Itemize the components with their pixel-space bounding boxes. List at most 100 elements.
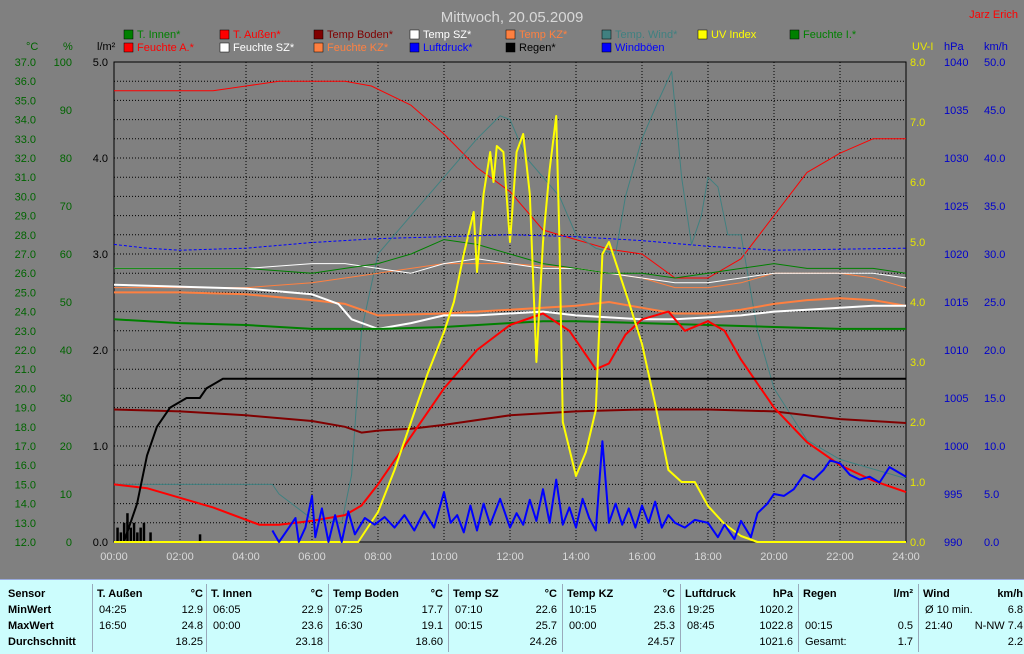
stats-avg-label: Gesamt: (805, 636, 847, 648)
legend-label: Temp SZ* (423, 29, 472, 41)
rain-bar (119, 532, 123, 542)
stats-row-max: MaxWert (8, 620, 54, 632)
x-tick-label: 18:00 (694, 551, 722, 563)
x-tick-label: 12:00 (496, 551, 524, 563)
tick-label-temp: 12.0 (15, 537, 36, 549)
legend-swatch (123, 29, 134, 40)
grid (113, 61, 907, 543)
legend-swatch (313, 42, 324, 53)
tick-label-hum: 60 (60, 249, 72, 261)
series-line (113, 283, 906, 330)
stats-col-unit: °C (662, 588, 675, 600)
tick-label-wind: 10.0 (984, 441, 1005, 453)
stats-max-value: 0.5 (897, 620, 913, 632)
tick-label-rain: 1.0 (93, 441, 108, 453)
rain-bar (142, 522, 146, 542)
tick-label-uv: 4.0 (910, 297, 925, 309)
legend-label: Temp. Wind* (615, 29, 678, 41)
stats-max-time: 08:45 (687, 620, 715, 632)
tick-label-temp: 22.0 (15, 345, 36, 357)
tick-label-hum: 0 (66, 537, 72, 549)
stats-col-unit: l/m² (893, 588, 913, 600)
tick-label-temp: 21.0 (15, 364, 36, 376)
tick-label-rain: 5.0 (93, 57, 108, 69)
rain-bar (139, 527, 142, 542)
legend-label: T. Außen* (233, 29, 281, 41)
tick-label-uv: 6.0 (910, 177, 925, 189)
rain-bar (129, 527, 132, 542)
stats-avg-value: 18.60 (415, 636, 443, 648)
tick-label-temp: 13.0 (15, 518, 36, 530)
stats-max-time: 00:00 (569, 620, 597, 632)
axis-unit-wind: km/h (984, 41, 1008, 53)
legend-item: Temp Boden* (313, 29, 394, 41)
tick-label-temp: 23.0 (15, 326, 36, 338)
legend-label: Feuchte A.* (137, 42, 195, 54)
tick-label-rain: 2.0 (93, 345, 108, 357)
stats-max-value: N-NW 7.4 (974, 620, 1023, 632)
stats-col-unit: °C (544, 588, 557, 600)
tick-label-temp: 34.0 (15, 115, 36, 127)
tick-label-hum: 10 (60, 489, 72, 501)
tick-label-hum: 30 (60, 393, 72, 405)
tick-label-wind: 15.0 (984, 393, 1005, 405)
legend-label: Luftdruck* (423, 42, 473, 54)
tick-label-press: 1005 (944, 393, 968, 405)
stats-col-unit: °C (190, 588, 203, 600)
legend-item: UV Index (697, 29, 757, 41)
legend-swatch (601, 29, 612, 40)
tick-label-hum: 20 (60, 441, 72, 453)
rain-bar (116, 527, 119, 542)
legend-item: Feuchte KZ* (313, 42, 389, 54)
series-line (113, 310, 907, 526)
legend-label: Regen* (519, 42, 556, 54)
stats-max-value: 23.6 (301, 620, 323, 632)
x-tick-label: 08:00 (364, 551, 392, 563)
stats-avg-value: 23.18 (295, 636, 323, 648)
tick-label-rain: 4.0 (93, 153, 108, 165)
tick-label-uv: 8.0 (910, 57, 925, 69)
tick-label-press: 1030 (944, 153, 968, 165)
tick-label-wind: 0.0 (984, 537, 999, 549)
legend-label: Feuchte KZ* (327, 42, 389, 54)
series-line (113, 234, 907, 251)
tick-label-wind: 25.0 (984, 297, 1005, 309)
stats-column: Temp Boden °C 07:25 17.7 16:30 19.1 18.60 (328, 584, 445, 652)
tick-label-temp: 27.0 (15, 249, 36, 261)
stats-max-time: 00:15 (455, 620, 483, 632)
x-tick-label: 10:00 (430, 551, 458, 563)
weather-chart: Mittwoch, 20.05.2009 Jarz Erich T. Innen… (14, 9, 1018, 563)
tick-label-temp: 31.0 (15, 172, 36, 184)
stats-column: Luftdruck hPa 19:25 1020.2 08:45 1022.8 1021.6 (680, 584, 795, 652)
stats-col-name: Regen (803, 588, 837, 600)
stats-max-value: 1022.8 (759, 620, 793, 632)
tick-label-wind: 20.0 (984, 345, 1005, 357)
stats-min-value: 6.8 (1007, 604, 1023, 616)
stats-min-time: 07:10 (455, 604, 483, 616)
legend-label: T. Innen* (137, 29, 181, 41)
x-tick-label: 02:00 (166, 551, 194, 563)
rain-bar (126, 513, 129, 542)
tick-label-temp: 14.0 (15, 499, 36, 511)
tick-label-temp: 17.0 (15, 441, 36, 453)
legend-item: Temp. Wind* (601, 29, 678, 41)
stats-min-time: 04:25 (99, 604, 127, 616)
x-tick-label: 04:00 (232, 551, 260, 563)
stats-col-name: T. Außen (97, 588, 143, 600)
tick-label-temp: 24.0 (15, 307, 36, 319)
tick-label-uv: 5.0 (910, 237, 925, 249)
legend-item: Feuchte SZ* (219, 42, 295, 54)
legend-swatch (409, 29, 420, 40)
axis-unit-hum: % (63, 41, 73, 53)
tick-label-hum: 100 (54, 57, 72, 69)
stats-max-time: 16:30 (335, 620, 363, 632)
tick-label-press: 1040 (944, 57, 968, 69)
stats-col-name: Temp Boden (333, 588, 399, 600)
legend-item: T. Außen* (219, 29, 281, 41)
legend-item: Windböen (601, 42, 665, 54)
legend-swatch (505, 29, 516, 40)
tick-label-hum: 80 (60, 153, 72, 165)
series-line (113, 408, 907, 434)
stats-col-unit: km/h (997, 588, 1023, 600)
tick-label-uv: 3.0 (910, 357, 925, 369)
